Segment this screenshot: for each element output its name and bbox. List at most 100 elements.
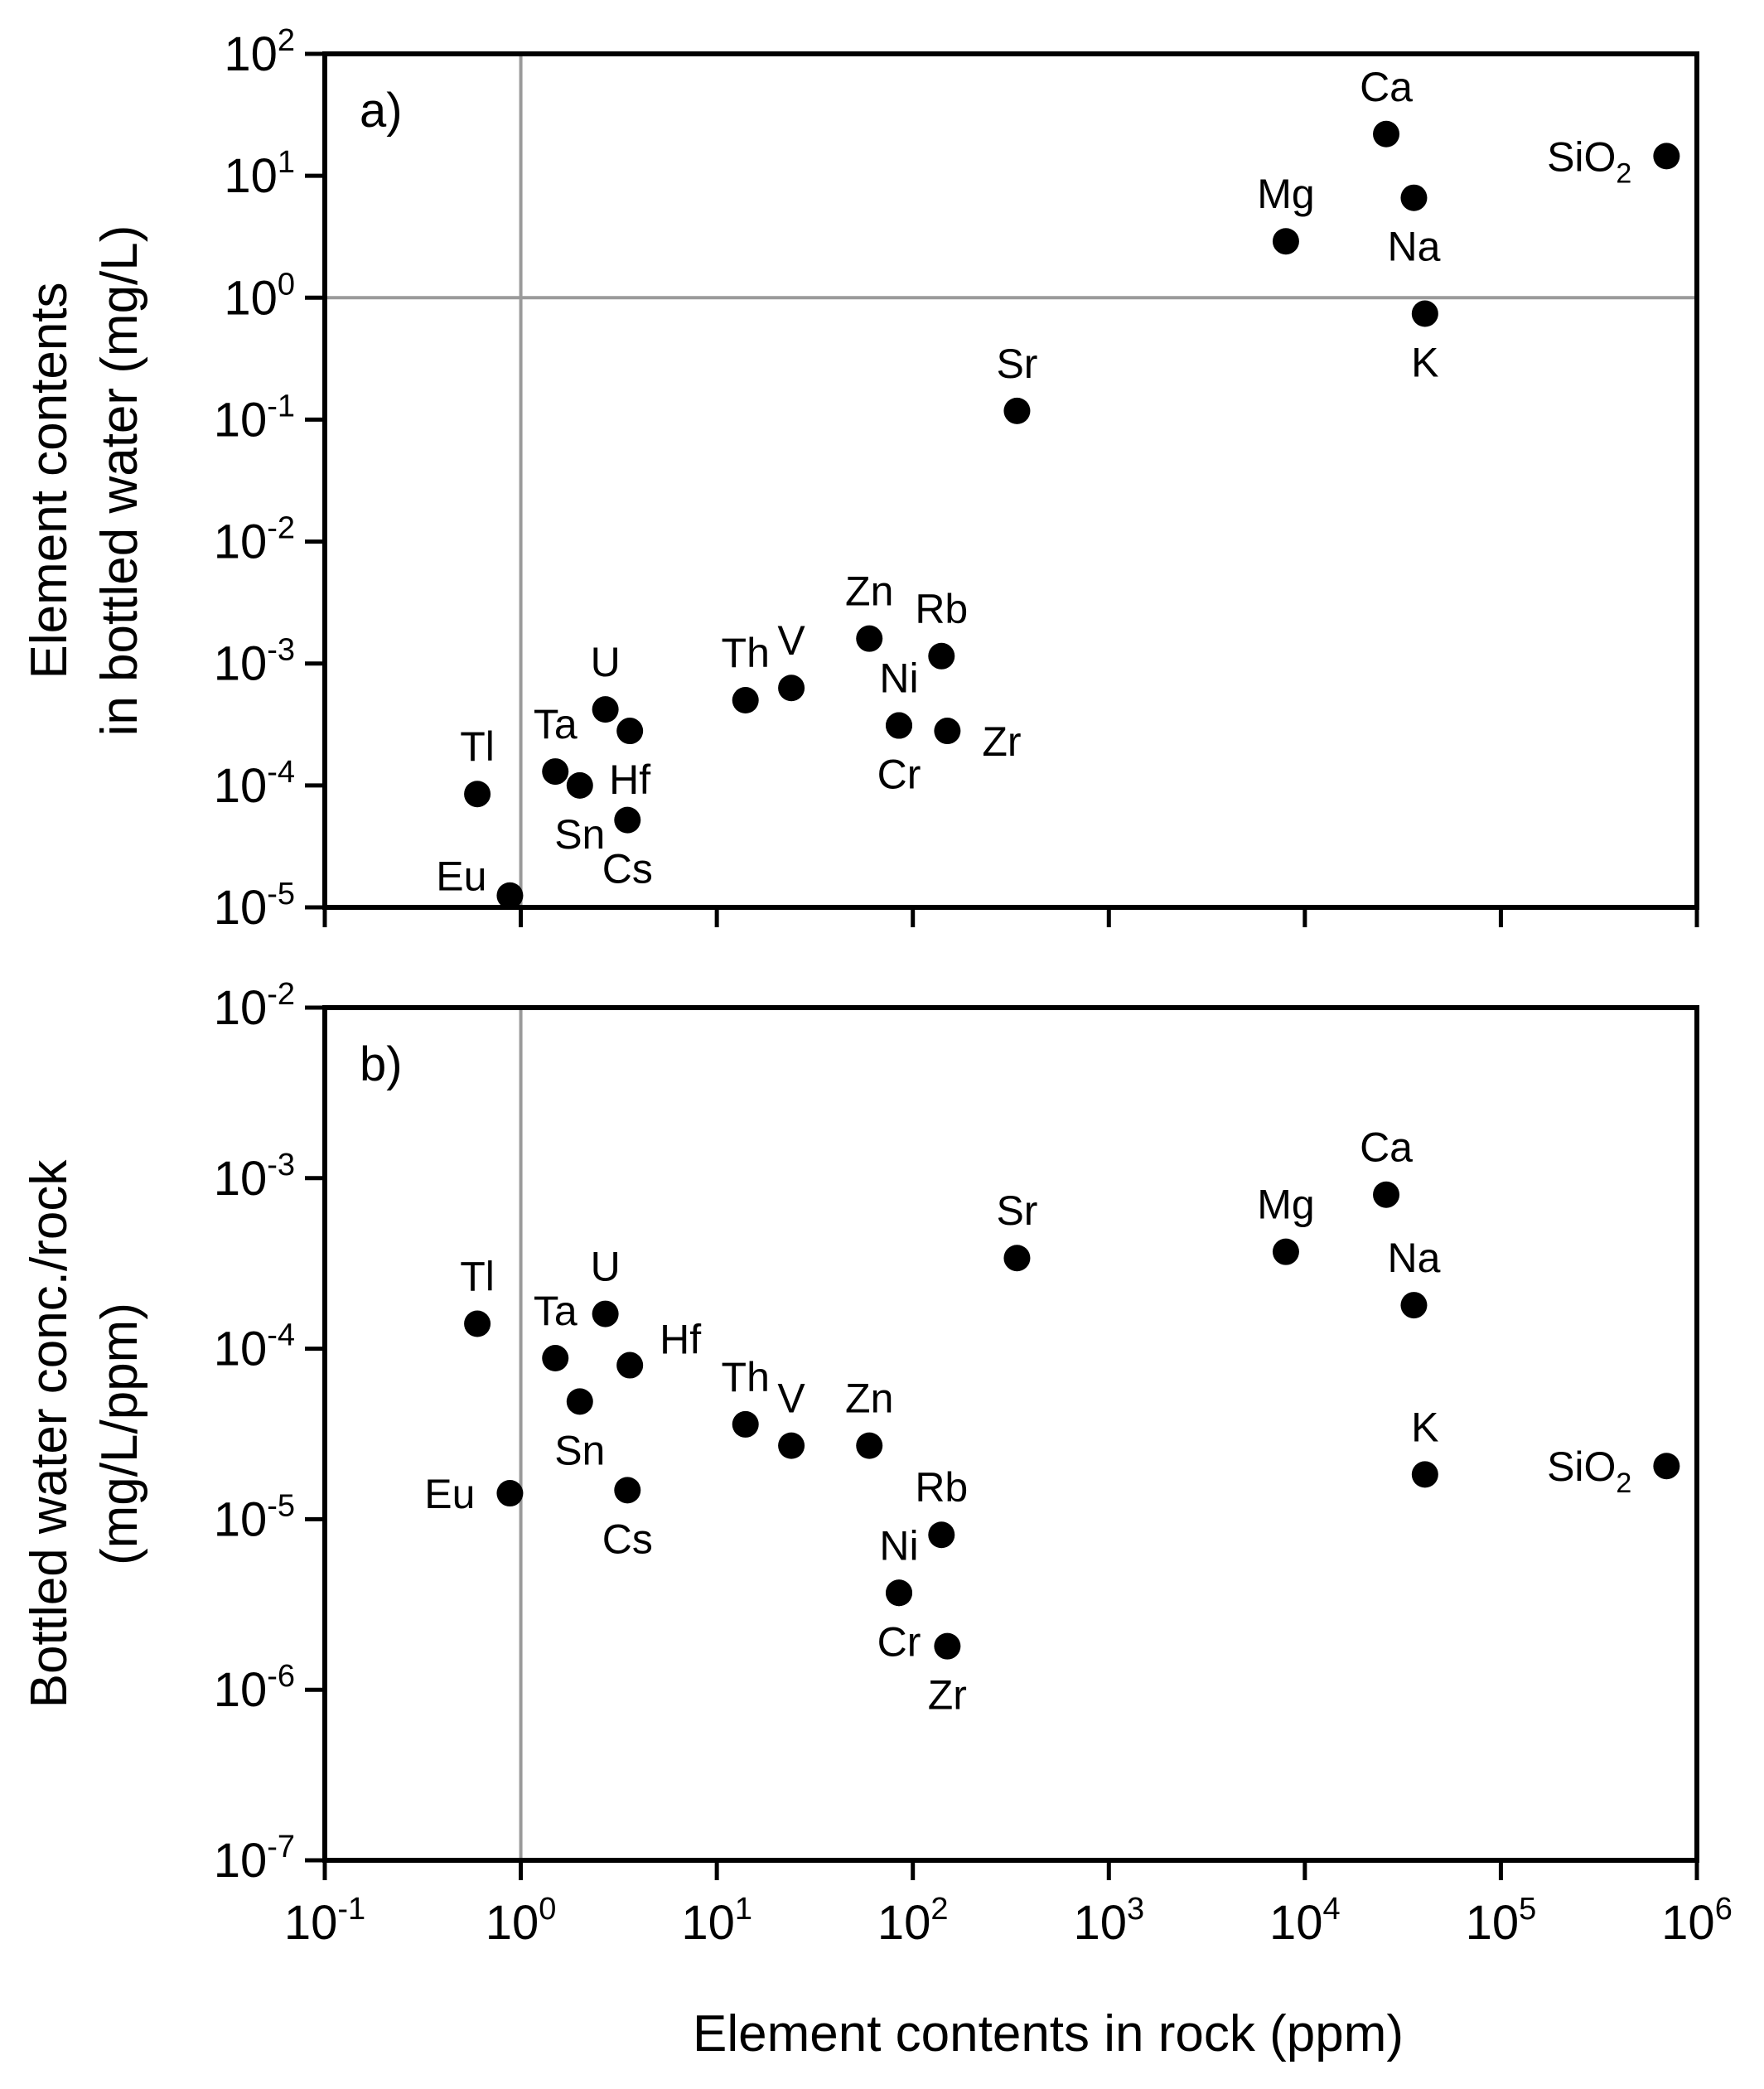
data-point-zr (934, 718, 961, 745)
point-label-k: K (1411, 340, 1438, 386)
y-tick-label: 102 (224, 23, 295, 81)
point-label-v: V (777, 1376, 805, 1422)
y-tick-label: 10-6 (214, 1659, 295, 1717)
y-axis-title-line: Bottled water conc./rock (21, 1159, 78, 1709)
point-label-rb: Rb (915, 586, 968, 632)
data-point-sn (566, 771, 593, 799)
point-label-zn: Zn (845, 568, 893, 615)
data-point-tl (464, 781, 491, 808)
x-axis-title: Element contents in rock (ppm) (693, 2005, 1404, 2062)
point-label-u: U (591, 639, 621, 685)
point-label-ni: Ni (879, 1522, 918, 1569)
point-label-eu: Eu (424, 1471, 475, 1517)
point-label-ca: Ca (1360, 64, 1413, 110)
data-point-sio2 (1653, 1453, 1680, 1480)
point-label-na: Na (1388, 224, 1441, 270)
point-label-sio2: SiO2 (1547, 133, 1631, 189)
point-label-na: Na (1388, 1235, 1441, 1281)
point-label-sr: Sr (996, 1187, 1037, 1234)
panel-b-scatter-plot: 10-7 10-6 10-5 10-4 10-3 10-2 10-1 100 101 102 103… (21, 977, 1733, 1950)
point-label-ta: Ta (534, 1288, 578, 1334)
data-point-v (778, 1432, 805, 1459)
point-label-th: Th (722, 630, 770, 676)
data-point-k (1411, 300, 1438, 327)
data-point-cr (886, 1579, 913, 1607)
panel-label: a) (360, 84, 403, 138)
y-tick-label: 10-4 (214, 1318, 295, 1376)
data-point-th (732, 1410, 759, 1438)
panel-label: b) (360, 1037, 403, 1091)
point-label-k: K (1411, 1404, 1438, 1450)
y-axis-title-line: Element contents (21, 282, 78, 679)
x-tick-label: 106 (1661, 1892, 1733, 1950)
data-point-na (1400, 184, 1428, 211)
plot-frame (322, 1005, 1699, 1863)
point-label-ni: Ni (879, 655, 918, 702)
y-tick-label: 10-5 (214, 877, 295, 935)
point-label-sn: Sn (554, 811, 605, 858)
point-label-cr: Cr (877, 752, 921, 798)
point-label-cs: Cs (602, 1516, 653, 1562)
data-point-rb (928, 642, 955, 670)
point-label-mg: Mg (1257, 1182, 1314, 1228)
data-point-hf (616, 718, 644, 745)
point-label-cs: Cs (602, 846, 653, 892)
point-label-v: V (777, 617, 805, 664)
x-tick-label: 103 (1073, 1892, 1144, 1950)
point-label-hf: Hf (609, 757, 650, 803)
data-point-na (1400, 1292, 1428, 1319)
point-label-sn: Sn (554, 1427, 605, 1473)
y-tick-label: 10-2 (214, 511, 295, 569)
data-point-ca (1373, 120, 1400, 147)
data-point-mg (1272, 228, 1299, 255)
data-point-eu (496, 882, 524, 909)
point-label-rb: Rb (915, 1464, 968, 1511)
point-label-cr: Cr (877, 1618, 921, 1665)
y-tick-label: 10-4 (214, 755, 295, 813)
point-label-zr: Zr (982, 718, 1021, 765)
point-label-sio2: SiO2 (1547, 1443, 1631, 1499)
y-axis-title-line: in bottled water (mg/L) (91, 225, 148, 737)
data-point-mg (1272, 1238, 1299, 1265)
point-label-mg: Mg (1257, 171, 1314, 217)
point-label-sr: Sr (996, 341, 1037, 387)
y-tick-label: 10-7 (214, 1830, 295, 1888)
data-point-sn (566, 1388, 593, 1415)
y-tick-label: 10-5 (214, 1488, 295, 1546)
point-label-hf: Hf (660, 1317, 701, 1363)
point-label-ta: Ta (534, 701, 578, 747)
data-point-zn (856, 625, 883, 652)
data-point-zr (934, 1632, 961, 1660)
point-label-tl: Tl (460, 723, 495, 770)
data-point-k (1411, 1461, 1438, 1488)
data-point-u (592, 1300, 619, 1327)
y-tick-label: 10-2 (214, 977, 295, 1035)
data-point-hf (616, 1352, 644, 1379)
data-point-rb (928, 1521, 955, 1549)
data-point-th (732, 687, 759, 714)
y-axis-title-line: (mg/L/ppm) (91, 1303, 148, 1565)
y-tick-label: 10-3 (214, 633, 295, 691)
data-point-cs (614, 806, 641, 834)
data-point-ta (542, 1345, 569, 1372)
data-point-zn (856, 1432, 883, 1459)
data-point-ca (1373, 1181, 1400, 1208)
data-point-sr (1003, 1245, 1031, 1272)
point-label-eu: Eu (436, 853, 486, 900)
point-label-zr: Zr (928, 1672, 967, 1719)
data-point-eu (496, 1480, 524, 1507)
y-tick-label: 10-3 (214, 1148, 295, 1206)
data-point-cs (614, 1477, 641, 1504)
point-label-ca: Ca (1360, 1124, 1413, 1171)
x-tick-label: 10-1 (284, 1892, 365, 1950)
data-point-u (592, 696, 619, 723)
data-point-sr (1003, 397, 1031, 424)
data-point-sio2 (1653, 143, 1680, 170)
x-tick-label: 100 (486, 1892, 557, 1950)
point-label-u: U (591, 1244, 621, 1290)
y-tick-label: 100 (224, 267, 295, 325)
panel-a-scatter-plot: 10-5 10-4 10-3 10-2 10-1 100 101 102 a) Element c… (21, 23, 1699, 935)
x-tick-label: 102 (877, 1892, 949, 1950)
y-tick-label: 101 (224, 145, 295, 203)
